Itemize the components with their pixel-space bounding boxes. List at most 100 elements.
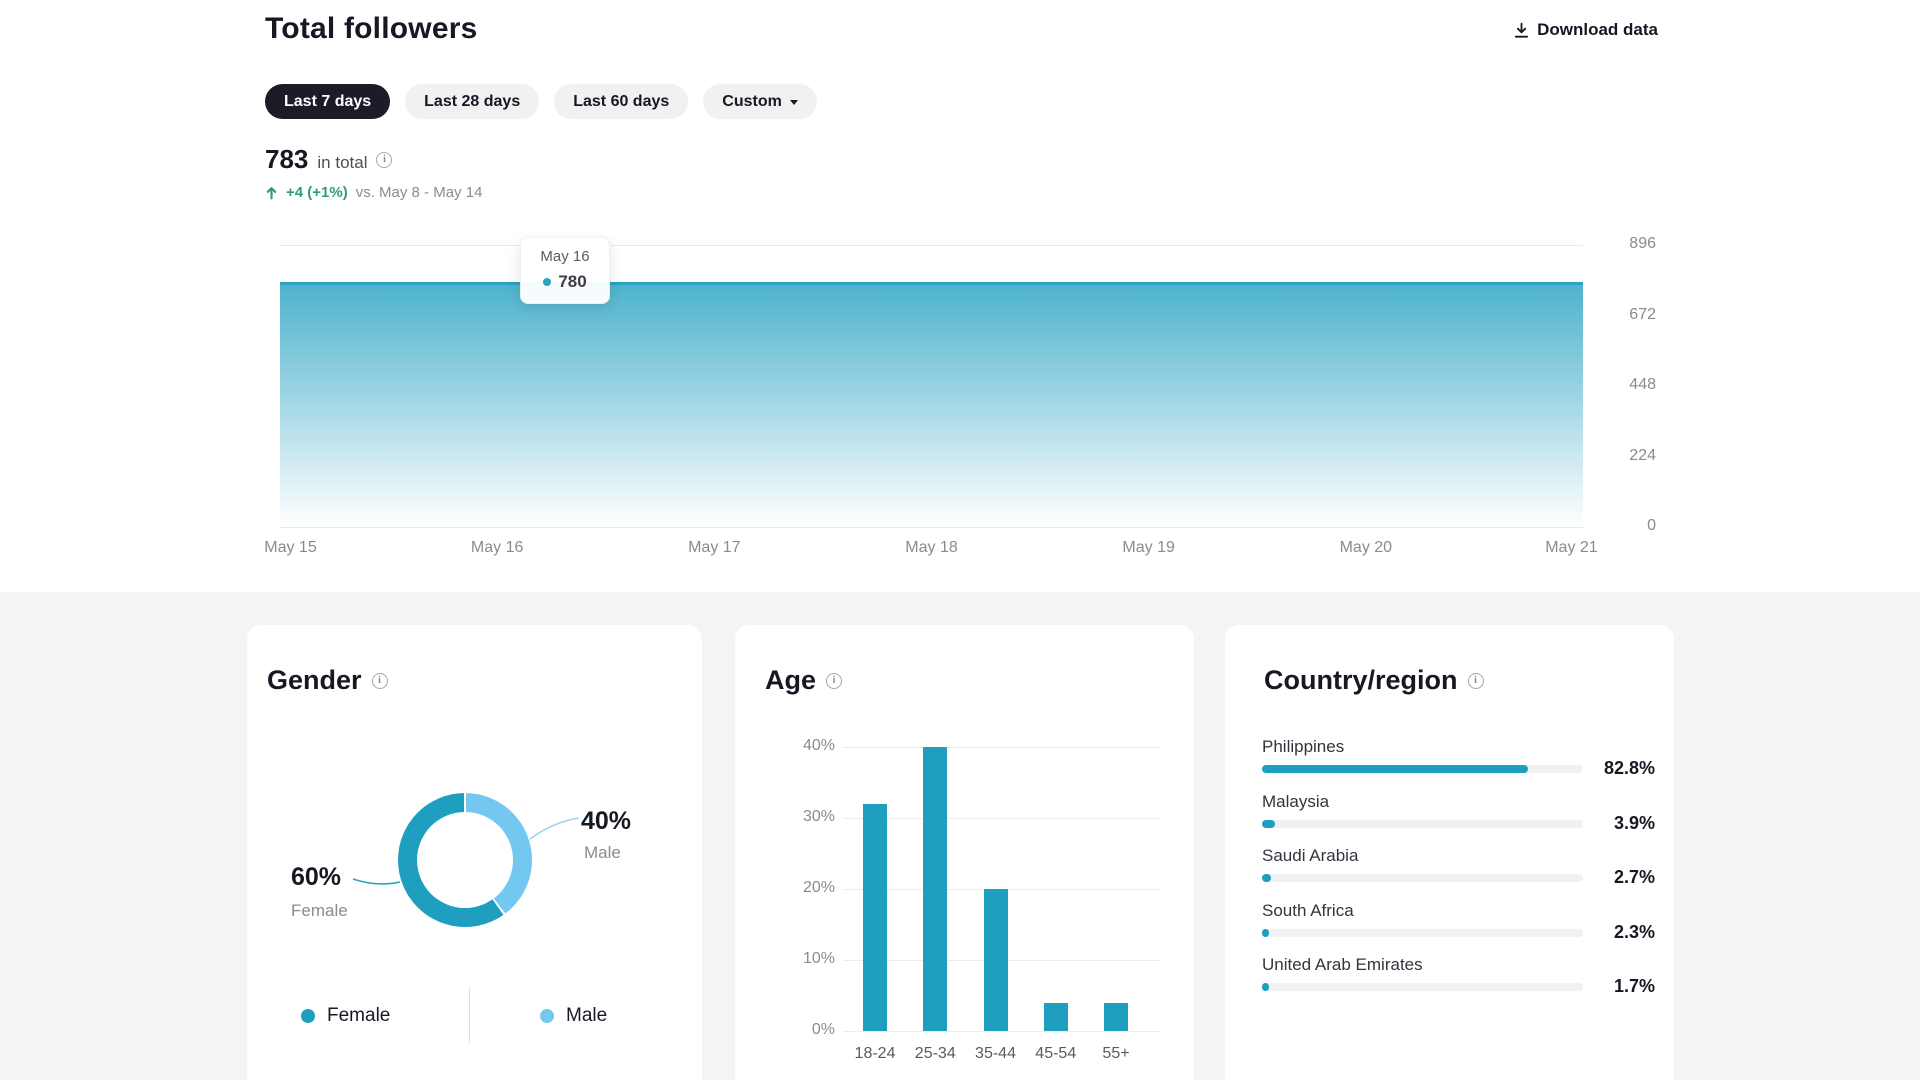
country-pct-south-africa: 2.3%: [1613, 921, 1655, 942]
age-x-label-45-54: 45-54: [1035, 1045, 1077, 1062]
legend-label: Male: [566, 1005, 608, 1026]
female-dot-icon: [301, 1009, 315, 1023]
country-label-philippines: Philippines: [1262, 737, 1345, 756]
y-axis-label-448: 448: [1629, 376, 1656, 393]
age-x-label-25-34: 25-34: [914, 1045, 956, 1062]
page-title: Total followers: [265, 12, 478, 45]
filter-label: Last 28 days: [424, 92, 521, 110]
x-axis-label-may-18: May 18: [905, 539, 958, 556]
country-label-malaysia: Malaysia: [1262, 791, 1330, 811]
country-pct-saudi-arabia: 2.7%: [1613, 867, 1655, 887]
total-count: 783: [265, 144, 309, 174]
y-axis-label-672: 672: [1629, 305, 1656, 323]
age-gridline-30: [843, 818, 1160, 819]
tooltip-value: 780: [558, 272, 587, 291]
age-bar-45-54[interactable]: [1043, 1003, 1068, 1031]
info-icon[interactable]: i: [376, 151, 393, 168]
chart-tooltip: May 16 780: [520, 237, 610, 304]
country-bar-fill: [1262, 819, 1275, 828]
filter-last-7-days[interactable]: Last 7 days: [265, 84, 391, 119]
age-card-title: Age: [765, 665, 817, 695]
gender-card-title: Gender: [267, 665, 362, 695]
x-axis-label-may-15: May 15: [264, 539, 317, 556]
filter-label: Last 60 days: [573, 92, 670, 110]
gender-legend: Female Male: [247, 987, 702, 1043]
x-axis-label-may-16: May 16: [470, 539, 524, 556]
age-bar-25-34[interactable]: [923, 747, 948, 1031]
age-y-label-0: 0%: [811, 1021, 835, 1038]
gridline-896: [280, 245, 1583, 246]
legend-item-female: Female: [301, 1005, 390, 1027]
x-axis-label-may-20: May 20: [1339, 539, 1393, 556]
age-y-label-20: 20%: [802, 879, 835, 896]
y-axis-label-224: 224: [1629, 446, 1656, 464]
legend-divider: [469, 987, 470, 1043]
country-bar-south-africa: [1262, 928, 1583, 937]
country-bar-united-arab-emirates: [1262, 983, 1583, 991]
country-label-united-arab-emirates: United Arab Emirates: [1262, 955, 1423, 974]
gender-info-icon[interactable]: i: [371, 672, 388, 689]
delta-row: +4 (+1%) vs. May 8 - May 14: [265, 184, 482, 201]
country-pct-malaysia: 3.9%: [1613, 812, 1655, 833]
age-bar-35-44[interactable]: [983, 889, 1008, 1031]
filter-label: Custom: [722, 92, 782, 110]
age-x-label-55: 55+: [1102, 1045, 1130, 1062]
age-card: Age i 40% 30% 20% 10% 0% 18-24 25-34 35-44 45-54…: [735, 625, 1194, 1080]
country-bar-saudi-arabia: [1262, 874, 1583, 882]
followers-area-fill: [280, 282, 1583, 527]
legend-item-male: Male: [540, 1005, 607, 1027]
x-axis-label-may-17: May 17: [688, 539, 741, 556]
x-axis-label-may-21: May 21: [1545, 539, 1598, 556]
x-axis-label-may-19: May 19: [1122, 539, 1175, 556]
country-pct-united-arab-emirates: 1.7%: [1613, 976, 1655, 996]
trend-up-icon: [266, 186, 277, 199]
tooltip-series-dot: [543, 278, 552, 286]
date-range-tabs: Last 7 days Last 28 days Last 60 days Custo…: [265, 84, 817, 119]
download-icon: [1514, 22, 1529, 38]
country-bar-fill: [1262, 874, 1271, 882]
country-info-icon[interactable]: i: [1467, 672, 1484, 689]
total-followers-summary: 783 in total i: [265, 144, 393, 175]
age-gridline-40: [843, 747, 1160, 748]
country-bar-fill: [1262, 765, 1528, 773]
age-x-label-18-24: 18-24: [854, 1045, 896, 1062]
gridline-0: [280, 527, 1583, 528]
filter-last-28-days[interactable]: Last 28 days: [405, 84, 540, 119]
gender-donut-chart[interactable]: [398, 793, 532, 927]
y-axis-label-896: 896: [1629, 235, 1656, 252]
gender-card: Gender i 40% Male 60% Female Female Male: [247, 625, 702, 1080]
country-bar-philippines: [1262, 765, 1583, 773]
male-label: Male: [584, 843, 621, 862]
age-y-label-30: 30%: [802, 808, 835, 825]
country-pct-philippines: 82.8%: [1603, 758, 1655, 778]
male-dot-icon: [540, 1009, 554, 1023]
age-y-label-10: 10%: [802, 950, 835, 967]
age-gridline-0: [843, 1031, 1160, 1032]
age-bar-55[interactable]: [1104, 1003, 1128, 1031]
tooltip-date: May 16: [540, 248, 590, 265]
country-label-south-africa: South Africa: [1262, 900, 1354, 920]
age-bar-18-24[interactable]: [863, 804, 887, 1031]
delta-value: +4 (+1%): [286, 184, 348, 201]
female-label: Female: [291, 901, 348, 920]
chevron-down-icon: [789, 100, 798, 105]
filter-last-60-days[interactable]: Last 60 days: [554, 84, 689, 119]
male-pct-label: 40%: [581, 807, 632, 835]
country-bar-fill: [1262, 928, 1270, 937]
female-pct-label: 60%: [291, 863, 342, 891]
country-card: Country/region i Philippines 82.8% Malaysi…: [1225, 625, 1674, 1080]
legend-label: Female: [327, 1005, 391, 1026]
country-bar-malaysia: [1262, 819, 1583, 828]
y-axis-label-0: 0: [1647, 517, 1656, 534]
download-label: Download data: [1537, 20, 1658, 39]
age-info-icon[interactable]: i: [826, 672, 843, 689]
filter-label: Last 7 days: [284, 92, 372, 110]
delta-compare: vs. May 8 - May 14: [355, 184, 483, 201]
country-bar-fill: [1262, 983, 1269, 991]
total-suffix: in total: [317, 153, 368, 172]
country-label-saudi-arabia: Saudi Arabia: [1262, 846, 1359, 865]
filter-custom[interactable]: Custom: [703, 84, 817, 119]
followers-area-chart[interactable]: 896 672 448 224 0 May 15 May 16 May 17 May 18 May…: [0, 0, 1920, 580]
download-data-button[interactable]: Download data: [1513, 20, 1658, 40]
